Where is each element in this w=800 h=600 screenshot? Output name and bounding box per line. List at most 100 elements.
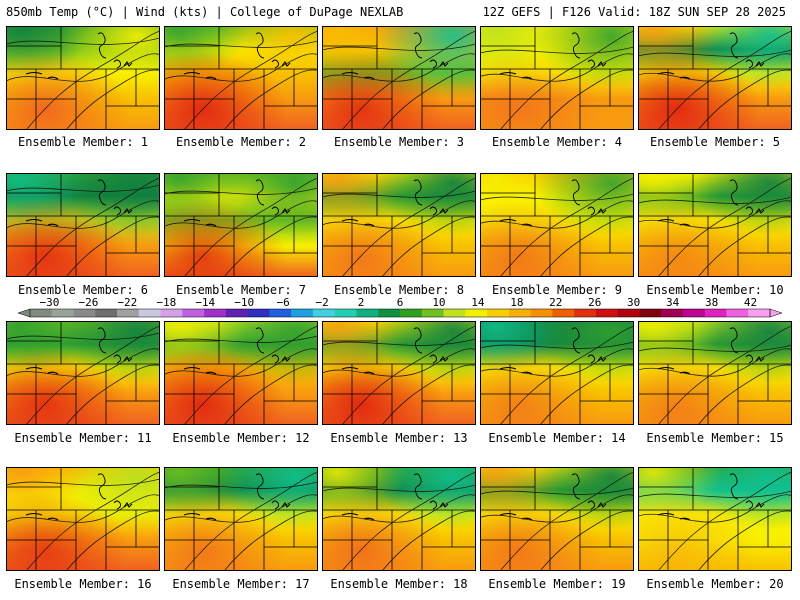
state-borders — [322, 26, 476, 130]
state-borders — [164, 173, 318, 277]
height-contours — [164, 177, 318, 277]
height-contours — [638, 177, 792, 277]
header-title-right: 12Z GEFS | F126 Valid: 18Z SUN SEP 28 20… — [482, 5, 786, 19]
colorbar-swatch — [421, 309, 444, 317]
colorbar-tick-label: 42 — [744, 296, 757, 309]
colorbar-swatch — [378, 309, 401, 317]
ensemble-member-label: Ensemble Member: 13 — [330, 431, 468, 445]
state-borders — [6, 173, 160, 277]
colorbar-swatch — [443, 309, 466, 317]
colorbar-swatch — [204, 309, 227, 317]
height-contours — [322, 325, 476, 425]
colorbar-tick-label: 34 — [666, 296, 680, 309]
temperature-field-map — [480, 467, 634, 571]
temperature-field-map — [638, 173, 792, 277]
colorbar-swatch — [748, 309, 771, 317]
ensemble-map-panel — [638, 467, 792, 571]
ensemble-map-panel — [480, 26, 634, 130]
ensemble-member-label: Ensemble Member: 2 — [175, 135, 307, 149]
height-contours — [480, 471, 634, 571]
height-contours — [480, 30, 634, 130]
state-borders — [480, 173, 634, 277]
header-title-left: 850mb Temp (°C) | Wind (kts) | College o… — [6, 5, 404, 19]
state-borders — [322, 321, 476, 425]
ensemble-map-panel — [638, 26, 792, 130]
colorbar-swatch — [334, 309, 357, 317]
temperature-field-map — [6, 26, 160, 130]
ensemble-member-label: Ensemble Member: 9 — [491, 283, 623, 297]
height-contours — [6, 325, 160, 425]
colorbar-swatch — [726, 309, 749, 317]
ensemble-map-panel — [322, 467, 476, 571]
colorbar-tick-label: 30 — [627, 296, 640, 309]
ensemble-member-label: Ensemble Member: 18 — [330, 577, 468, 591]
ensemble-map-panel — [6, 26, 160, 130]
colorbar-max-arrow — [769, 308, 783, 318]
height-contours — [480, 325, 634, 425]
state-borders — [6, 26, 160, 130]
ensemble-member-label: Ensemble Member: 14 — [488, 431, 626, 445]
colorbar-swatch — [247, 309, 270, 317]
height-contours — [480, 177, 634, 277]
temperature-field-map — [6, 321, 160, 425]
colorbar-swatch — [617, 309, 640, 317]
height-contours — [164, 325, 318, 425]
ensemble-map-panel — [322, 26, 476, 130]
ensemble-map-panel — [638, 321, 792, 425]
state-borders — [638, 321, 792, 425]
ensemble-map-panel — [638, 173, 792, 277]
ensemble-map-panel — [322, 321, 476, 425]
temperature-field-map — [322, 321, 476, 425]
height-contours — [6, 471, 160, 571]
colorbar-swatch — [182, 309, 205, 317]
colorbar-tick-label: 2 — [358, 296, 365, 309]
temperature-field-map — [480, 173, 634, 277]
ensemble-map-panel — [480, 467, 634, 571]
colorbar-tick-label: 38 — [705, 296, 718, 309]
temperature-field-map — [164, 173, 318, 277]
colorbar-swatch — [160, 309, 183, 317]
colorbar-swatch — [595, 309, 618, 317]
height-contours — [638, 325, 792, 425]
ensemble-member-label: Ensemble Member: 19 — [488, 577, 626, 591]
colorbar-swatch — [269, 309, 292, 317]
height-contours — [322, 30, 476, 130]
ensemble-map-panel — [6, 173, 160, 277]
temperature-field-map — [164, 467, 318, 571]
colorbar-tick-label: 18 — [510, 296, 523, 309]
temperature-field-map — [6, 173, 160, 277]
ensemble-member-label: Ensemble Member: 4 — [491, 135, 623, 149]
colorbar-swatch — [400, 309, 423, 317]
colorbar-swatch — [661, 309, 684, 317]
ensemble-member-label: Ensemble Member: 20 — [646, 577, 784, 591]
temperature-field-map — [638, 321, 792, 425]
ensemble-map-panel — [6, 321, 160, 425]
ensemble-map-panel — [6, 467, 160, 571]
state-borders — [164, 321, 318, 425]
height-contours — [322, 177, 476, 277]
colorbar-tick-label: −14 — [195, 296, 215, 309]
ensemble-member-label: Ensemble Member: 15 — [646, 431, 784, 445]
colorbar-tick-label: 6 — [397, 296, 404, 309]
ensemble-map-panel — [164, 26, 318, 130]
ensemble-map-panel — [164, 321, 318, 425]
colorbar-swatch — [117, 309, 140, 317]
height-contours — [638, 471, 792, 571]
colorbar-swatch — [73, 309, 96, 317]
ensemble-member-label: Ensemble Member: 7 — [175, 283, 307, 297]
colorbar-tick-label: −22 — [117, 296, 137, 309]
ensemble-member-label: Ensemble Member: 16 — [14, 577, 152, 591]
state-borders — [6, 321, 160, 425]
colorbar-min-arrow — [17, 308, 31, 318]
colorbar-tick-label: −6 — [277, 296, 290, 309]
colorbar-tick-label: 26 — [588, 296, 601, 309]
state-borders — [322, 467, 476, 571]
colorbar-swatch — [682, 309, 706, 317]
colorbar-swatch — [225, 309, 248, 317]
colorbar-swatch — [530, 309, 553, 317]
colorbar-swatch — [312, 309, 336, 317]
ensemble-member-label: Ensemble Member: 8 — [333, 283, 465, 297]
colorbar-swatch — [291, 309, 314, 317]
ensemble-member-label: Ensemble Member: 10 — [646, 283, 784, 297]
colorbar-tick-label: −10 — [234, 296, 254, 309]
